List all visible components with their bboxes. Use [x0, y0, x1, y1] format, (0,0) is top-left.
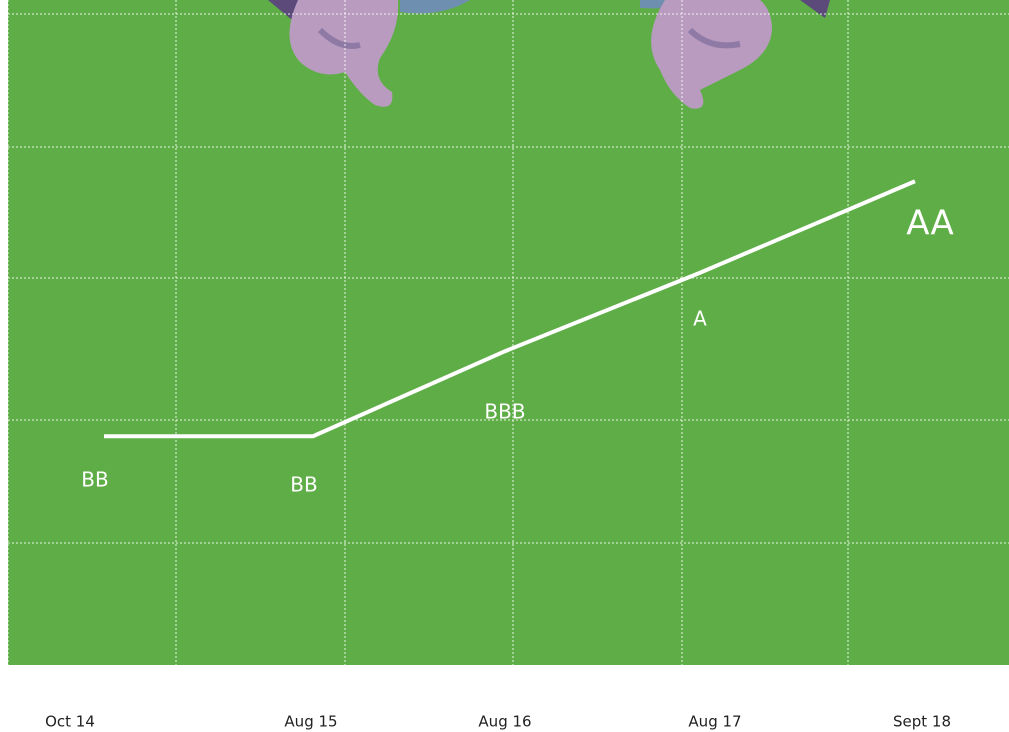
line [104, 179, 916, 439]
annotation: AA [906, 204, 953, 244]
annotation: BB [290, 473, 317, 497]
x-tick-label: Oct 14 [45, 713, 95, 731]
x-tick-label: Aug 15 [284, 713, 337, 731]
x-tick-label: Aug 17 [688, 713, 741, 731]
x-tick-label: Sept 18 [893, 713, 951, 731]
annotation: BBB [484, 400, 525, 424]
plot-area [8, 0, 1009, 665]
x-tick-label: Aug 16 [478, 713, 531, 731]
annotation: BB [81, 468, 108, 492]
creature [268, 0, 830, 109]
annotation: A [693, 307, 707, 331]
